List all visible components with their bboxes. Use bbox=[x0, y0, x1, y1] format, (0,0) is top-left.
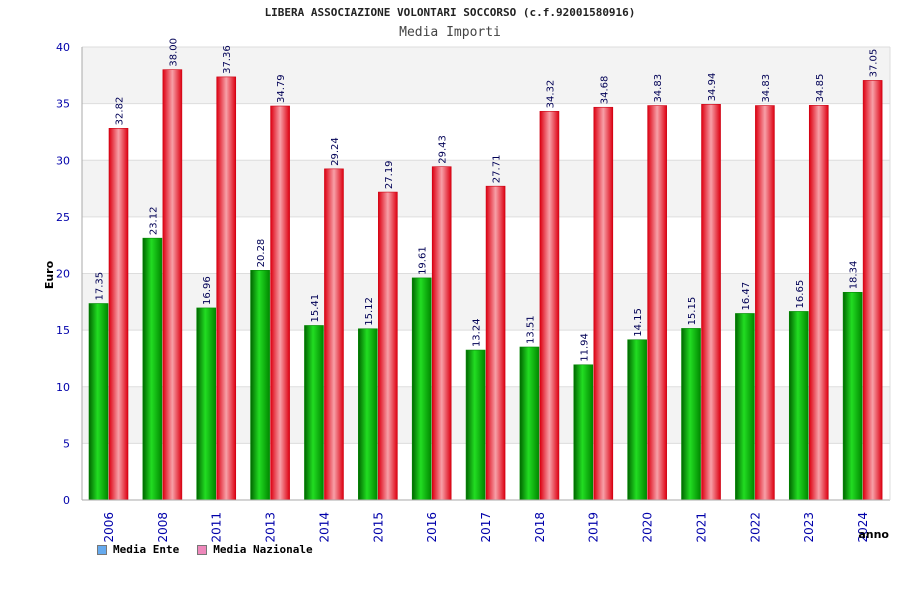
bar-media-nazionale bbox=[432, 167, 451, 500]
x-tick-label: 2023 bbox=[802, 512, 816, 543]
bar-media-nazionale bbox=[217, 77, 236, 500]
y-tick-label: 15 bbox=[56, 324, 70, 337]
bar-media-nazionale bbox=[540, 111, 559, 500]
bar-media-ente bbox=[843, 292, 862, 500]
data-label: 15.41 bbox=[310, 294, 321, 323]
bar-media-ente bbox=[143, 238, 162, 500]
y-tick-label: 20 bbox=[56, 268, 70, 281]
y-tick-label: 35 bbox=[56, 98, 70, 111]
bar-media-ente bbox=[789, 311, 808, 500]
data-label: 29.43 bbox=[438, 135, 449, 164]
data-label: 13.24 bbox=[472, 318, 483, 347]
bar-media-nazionale bbox=[863, 80, 882, 500]
x-tick-label: 2018 bbox=[533, 512, 547, 543]
data-label: 34.83 bbox=[653, 74, 664, 103]
y-tick-label: 25 bbox=[56, 211, 70, 224]
data-label: 29.24 bbox=[330, 137, 341, 166]
data-label: 15.12 bbox=[364, 297, 375, 326]
x-tick-label: 2016 bbox=[425, 512, 439, 543]
bar-media-nazionale bbox=[163, 70, 182, 500]
x-axis-label: anno bbox=[858, 528, 889, 541]
y-axis-label: Euro bbox=[43, 260, 56, 289]
bar-media-nazionale bbox=[109, 128, 128, 500]
bar-media-nazionale bbox=[594, 107, 613, 500]
data-label: 19.61 bbox=[418, 246, 429, 275]
bar-media-ente bbox=[412, 278, 431, 500]
data-label: 13.51 bbox=[525, 315, 536, 344]
data-label: 37.05 bbox=[869, 49, 880, 78]
data-label: 37.36 bbox=[222, 45, 233, 74]
data-label: 27.71 bbox=[492, 155, 503, 184]
bar-media-ente bbox=[89, 304, 108, 500]
bar-media-ente bbox=[466, 350, 485, 500]
x-tick-label: 2022 bbox=[748, 512, 762, 543]
data-label: 34.83 bbox=[761, 74, 772, 103]
bar-media-ente bbox=[358, 329, 377, 500]
bar-media-ente bbox=[251, 270, 270, 500]
y-tick-label: 5 bbox=[63, 437, 70, 450]
bar-media-ente bbox=[574, 365, 593, 500]
bar-media-nazionale bbox=[648, 106, 667, 500]
bar-media-ente bbox=[520, 347, 539, 500]
data-label: 34.94 bbox=[707, 73, 718, 102]
legend-item-media-nazionale: Media Nazionale bbox=[197, 543, 312, 556]
data-label: 15.15 bbox=[687, 297, 698, 326]
bar-media-ente bbox=[197, 308, 216, 500]
bar-media-nazionale bbox=[702, 104, 721, 500]
legend-swatch bbox=[97, 545, 107, 555]
data-label: 34.68 bbox=[599, 76, 610, 105]
bar-media-nazionale bbox=[755, 106, 774, 500]
bar-media-ente bbox=[682, 328, 701, 500]
y-tick-label: 10 bbox=[56, 381, 70, 394]
x-tick-label: 2013 bbox=[264, 512, 278, 543]
bar-media-ente bbox=[304, 325, 323, 500]
data-label: 14.15 bbox=[633, 308, 644, 337]
legend: Media Ente Media Nazionale bbox=[97, 543, 313, 556]
data-label: 34.79 bbox=[276, 74, 287, 103]
bar-media-ente bbox=[628, 340, 647, 500]
data-label: 27.19 bbox=[384, 160, 395, 189]
bar-media-nazionale bbox=[271, 106, 290, 500]
data-label: 16.47 bbox=[741, 282, 752, 311]
bar-media-ente bbox=[735, 313, 754, 500]
data-label: 32.82 bbox=[115, 97, 126, 126]
x-tick-label: 2006 bbox=[102, 512, 116, 543]
y-tick-label: 30 bbox=[56, 154, 70, 167]
y-tick-label: 0 bbox=[63, 494, 70, 507]
legend-swatch bbox=[197, 545, 207, 555]
x-tick-label: 2020 bbox=[641, 512, 655, 543]
x-tick-label: 2019 bbox=[587, 512, 601, 543]
x-tick-label: 2008 bbox=[156, 512, 170, 543]
data-label: 16.96 bbox=[202, 276, 213, 305]
data-label: 11.94 bbox=[579, 333, 590, 362]
legend-item-media-ente: Media Ente bbox=[97, 543, 179, 556]
bar-media-nazionale bbox=[324, 169, 343, 500]
x-tick-label: 2017 bbox=[479, 512, 493, 543]
x-tick-label: 2011 bbox=[210, 512, 224, 543]
data-label: 17.35 bbox=[95, 272, 106, 301]
x-tick-label: 2014 bbox=[317, 512, 331, 543]
data-label: 16.65 bbox=[795, 280, 806, 309]
data-label: 23.12 bbox=[148, 207, 159, 236]
bar-media-nazionale bbox=[809, 105, 828, 500]
data-label: 38.00 bbox=[168, 38, 179, 67]
x-tick-label: 2021 bbox=[694, 512, 708, 543]
data-label: 34.32 bbox=[545, 80, 556, 109]
bar-media-nazionale bbox=[378, 192, 397, 500]
data-label: 34.85 bbox=[815, 74, 826, 103]
legend-label: Media Nazionale bbox=[213, 543, 312, 556]
x-tick-label: 2015 bbox=[371, 512, 385, 543]
y-tick-label: 40 bbox=[56, 41, 70, 54]
legend-label: Media Ente bbox=[113, 543, 179, 556]
data-label: 18.34 bbox=[849, 261, 860, 290]
bar-media-nazionale bbox=[486, 186, 505, 500]
data-label: 20.28 bbox=[256, 239, 267, 268]
